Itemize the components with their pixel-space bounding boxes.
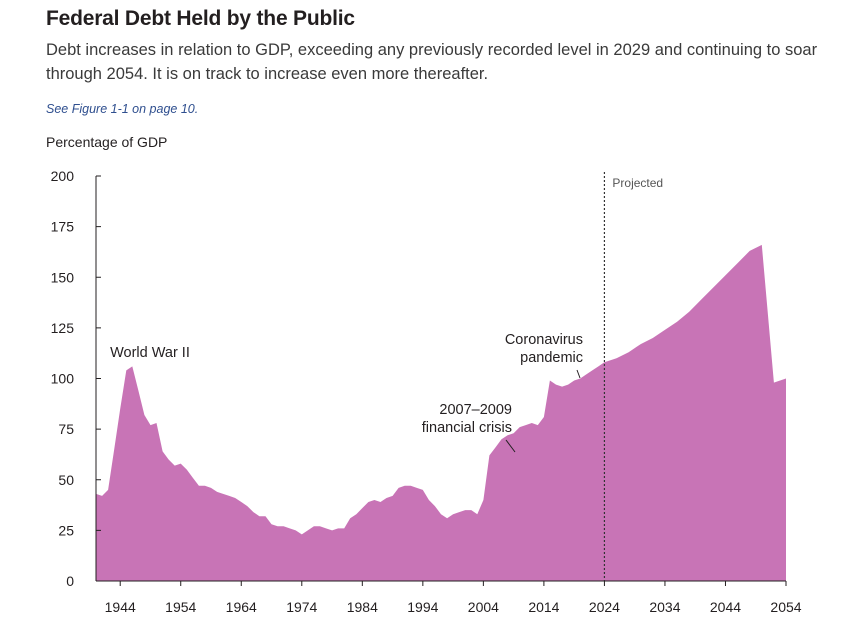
x-tick-label: 1944 — [105, 599, 136, 615]
annotation-label: financial crisis — [422, 420, 512, 436]
annotation-label: Coronavirus — [505, 332, 583, 348]
y-tick-label: 100 — [51, 371, 75, 387]
x-tick-label: 2014 — [528, 599, 559, 615]
x-tick-label: 1974 — [286, 599, 317, 615]
annotation-label: World War II — [110, 345, 190, 361]
annotation-leader — [505, 439, 516, 453]
x-tick-label: 1994 — [407, 599, 438, 615]
annotation-label: pandemic — [520, 350, 583, 366]
x-tick-label: 1964 — [226, 599, 257, 615]
x-tick-label: 2004 — [468, 599, 499, 615]
debt-area — [96, 244, 786, 581]
y-tick-label: 75 — [58, 421, 74, 437]
x-tick-label: 2024 — [589, 599, 620, 615]
x-tick-label: 1954 — [165, 599, 196, 615]
y-tick-label: 125 — [51, 320, 75, 336]
annotation-leader — [576, 369, 581, 379]
y-tick-label: 150 — [51, 269, 75, 285]
y-tick-label: 0 — [66, 573, 74, 589]
figure-reference-link[interactable]: See Figure 1-1 on page 10. — [46, 102, 199, 116]
x-tick-label: 2044 — [710, 599, 741, 615]
y-axis-label: Percentage of GDP — [46, 134, 168, 150]
x-tick-label: 2034 — [649, 599, 680, 615]
chart-subtitle: Debt increases in relation to GDP, excee… — [46, 41, 818, 83]
annotation-label: 2007–2009 — [439, 402, 512, 418]
y-tick-label: 200 — [51, 168, 75, 184]
y-tick-label: 25 — [58, 522, 74, 538]
y-tick-label: 175 — [51, 219, 75, 235]
x-tick-label: 2054 — [770, 599, 801, 615]
projection-label: Projected — [612, 176, 663, 190]
x-tick-label: 1984 — [347, 599, 378, 615]
chart-title: Federal Debt Held by the Public — [46, 7, 355, 30]
y-tick-label: 50 — [58, 472, 74, 488]
